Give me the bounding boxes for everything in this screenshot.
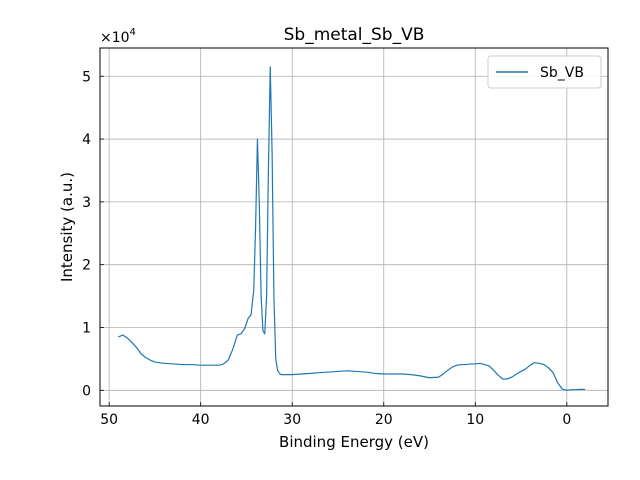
x-tick-label: 0 (562, 412, 571, 428)
x-tick-label: 10 (466, 412, 484, 428)
y-multiplier-exponent: 4 (130, 27, 136, 38)
x-tick-label: 30 (283, 412, 301, 428)
series-line-sb-vb (118, 66, 586, 391)
y-axis-label: Intensity (a.u.) (58, 172, 76, 282)
x-axis-label: Binding Energy (eV) (279, 433, 429, 451)
legend-label: Sb_VB (540, 65, 584, 81)
series-layer (118, 66, 586, 391)
grid (100, 48, 608, 406)
y-tick-label: 4 (82, 132, 91, 148)
legend-box (487, 55, 602, 89)
y-axis-ticks: 0 1 2 3 4 5 (82, 69, 104, 399)
y-tick-label: 2 (82, 258, 91, 274)
chart-title: Sb_metal_Sb_VB (284, 25, 425, 45)
x-tick-label: 20 (375, 412, 393, 428)
x-tick-label: 50 (100, 412, 118, 428)
y-tick-label: 5 (82, 69, 91, 85)
x-axis-ticks: 50 40 30 20 10 0 (100, 402, 571, 428)
x-tick-label: 40 (192, 412, 210, 428)
y-tick-label: 0 (82, 383, 91, 399)
legend: Sb_VB (487, 55, 602, 89)
y-tick-label: 1 (82, 320, 91, 336)
y-tick-label: 3 (82, 195, 91, 211)
y-multiplier-base: ×10 (100, 30, 130, 46)
plot-frame (99, 47, 609, 407)
y-multiplier: ×104 (100, 27, 136, 46)
